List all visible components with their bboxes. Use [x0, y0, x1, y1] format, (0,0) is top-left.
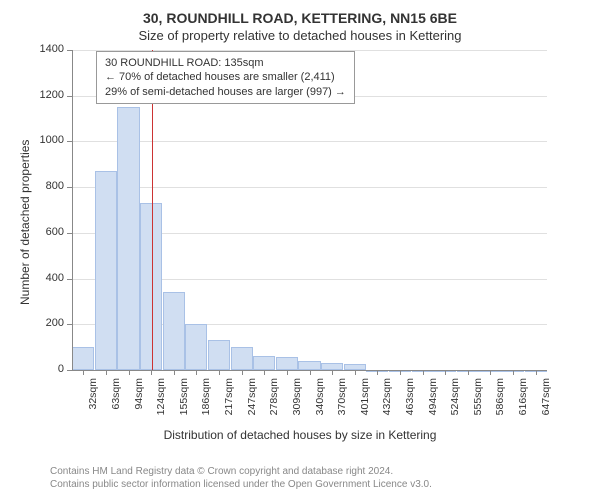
info-box-line3: 29% of semi-detached houses are larger (…: [105, 85, 346, 99]
y-tick-mark: [67, 50, 72, 51]
histogram-bar: [140, 203, 162, 370]
chart-title-sub: Size of property relative to detached ho…: [0, 26, 600, 43]
x-tick-mark: [129, 370, 130, 375]
footer-attribution: Contains HM Land Registry data © Crown c…: [50, 466, 432, 491]
x-tick-label: 63sqm: [110, 378, 122, 428]
histogram-bar: [117, 107, 139, 370]
x-tick-mark: [151, 370, 152, 375]
x-axis-label: Distribution of detached houses by size …: [0, 428, 600, 442]
x-tick-mark: [242, 370, 243, 375]
x-tick-mark: [400, 370, 401, 375]
histogram-bar: [231, 347, 253, 370]
x-tick-mark: [83, 370, 84, 375]
x-tick-label: 124sqm: [155, 378, 167, 428]
histogram-bar: [276, 357, 298, 370]
x-tick-label: 586sqm: [494, 378, 506, 428]
x-tick-mark: [423, 370, 424, 375]
histogram-bar: [253, 356, 275, 370]
histogram-bar: [72, 347, 94, 370]
y-tick-mark: [67, 187, 72, 188]
y-tick-mark: [67, 233, 72, 234]
x-tick-label: 155sqm: [178, 378, 190, 428]
x-tick-label: 616sqm: [517, 378, 529, 428]
y-tick-label: 1400: [24, 43, 64, 55]
y-tick-label: 1000: [24, 134, 64, 146]
y-tick-label: 200: [24, 317, 64, 329]
y-tick-label: 400: [24, 272, 64, 284]
x-tick-mark: [445, 370, 446, 375]
x-tick-label: 309sqm: [291, 378, 303, 428]
x-tick-label: 647sqm: [540, 378, 552, 428]
histogram-bar: [185, 324, 207, 370]
x-tick-label: 186sqm: [200, 378, 212, 428]
x-tick-label: 401sqm: [359, 378, 371, 428]
x-tick-label: 217sqm: [223, 378, 235, 428]
info-box-line2: ← 70% of detached houses are smaller (2,…: [105, 70, 346, 84]
x-tick-mark: [310, 370, 311, 375]
y-tick-mark: [67, 370, 72, 371]
x-tick-mark: [468, 370, 469, 375]
info-box-line1: 30 ROUNDHILL ROAD: 135sqm: [105, 56, 346, 70]
x-tick-mark: [513, 370, 514, 375]
x-tick-mark: [219, 370, 220, 375]
chart-title-main: 30, ROUNDHILL ROAD, KETTERING, NN15 6BE: [0, 0, 600, 26]
x-tick-mark: [287, 370, 288, 375]
histogram-bar: [95, 171, 117, 370]
footer-line1: Contains HM Land Registry data © Crown c…: [50, 466, 432, 479]
x-tick-label: 247sqm: [246, 378, 258, 428]
y-tick-mark: [67, 141, 72, 142]
y-tick-mark: [67, 96, 72, 97]
x-tick-label: 432sqm: [381, 378, 393, 428]
y-tick-mark: [67, 279, 72, 280]
x-tick-label: 524sqm: [449, 378, 461, 428]
x-tick-mark: [490, 370, 491, 375]
x-tick-label: 463sqm: [404, 378, 416, 428]
footer-line2: Contains public sector information licen…: [50, 479, 432, 492]
x-tick-mark: [332, 370, 333, 375]
histogram-bar: [298, 361, 320, 370]
y-tick-label: 800: [24, 180, 64, 192]
x-tick-mark: [536, 370, 537, 375]
x-tick-mark: [355, 370, 356, 375]
x-tick-mark: [196, 370, 197, 375]
y-axis-line: [72, 50, 73, 370]
x-tick-label: 370sqm: [336, 378, 348, 428]
info-box: 30 ROUNDHILL ROAD: 135sqm ← 70% of detac…: [96, 51, 355, 104]
gridline: [72, 187, 547, 188]
x-tick-mark: [377, 370, 378, 375]
x-tick-label: 278sqm: [268, 378, 280, 428]
x-tick-label: 32sqm: [87, 378, 99, 428]
histogram-bar: [208, 340, 230, 370]
histogram-bar: [321, 363, 343, 370]
x-tick-mark: [264, 370, 265, 375]
x-tick-label: 340sqm: [314, 378, 326, 428]
y-tick-label: 0: [24, 363, 64, 375]
x-tick-label: 555sqm: [472, 378, 484, 428]
x-tick-mark: [174, 370, 175, 375]
histogram-bar: [163, 292, 185, 370]
x-tick-mark: [106, 370, 107, 375]
gridline: [72, 141, 547, 142]
x-tick-label: 494sqm: [427, 378, 439, 428]
y-tick-mark: [67, 324, 72, 325]
y-tick-label: 600: [24, 226, 64, 238]
y-tick-label: 1200: [24, 89, 64, 101]
x-tick-label: 94sqm: [133, 378, 145, 428]
